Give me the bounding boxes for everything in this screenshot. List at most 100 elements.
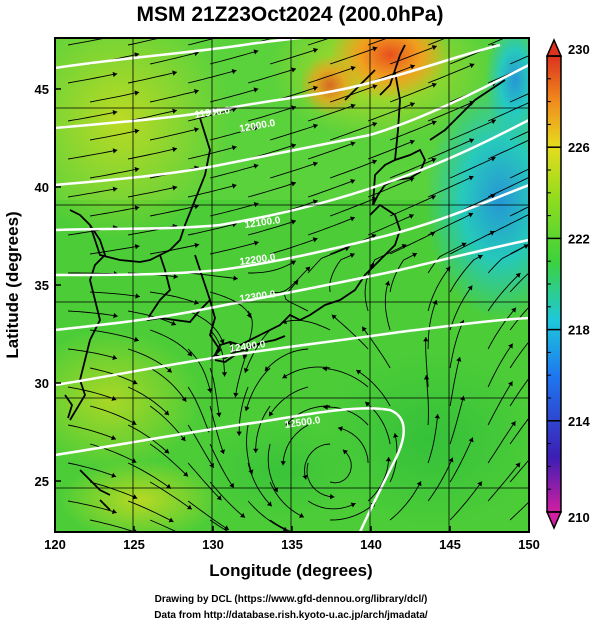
streamline-arrowhead (183, 471, 188, 477)
streamline (89, 443, 137, 463)
streamline (509, 306, 529, 331)
streamline (449, 395, 465, 445)
streamline (307, 246, 350, 274)
streamline (127, 424, 170, 454)
streamline-arrowhead (423, 375, 430, 380)
streamline (209, 126, 259, 141)
streamline-arrowhead (187, 351, 192, 357)
streamline (427, 266, 451, 312)
streamline-arrowhead (244, 406, 250, 411)
streamline (361, 326, 391, 369)
streamline (127, 386, 170, 416)
streamline-arrowhead (313, 85, 318, 91)
streamline (367, 38, 389, 46)
streamline (427, 63, 475, 84)
streamline (267, 443, 278, 493)
streamline (427, 101, 475, 122)
streamline-arrowhead (350, 179, 356, 184)
streamline-arrowhead (508, 381, 513, 387)
streamline-arrowhead (112, 148, 118, 154)
streamline-arrowhead (312, 161, 318, 167)
streamline (150, 205, 200, 217)
streamline (509, 340, 529, 369)
streamline (68, 73, 118, 84)
streamline-arrowhead (372, 46, 378, 52)
streamline (128, 148, 178, 160)
streamline-arrowhead (285, 420, 291, 426)
streamline-arrowhead (356, 370, 362, 375)
streamline-arrowhead (242, 354, 248, 359)
streamline-arrowhead (534, 365, 539, 370)
streamline-arrowhead (468, 175, 474, 181)
streamline-arrowhead (240, 512, 245, 518)
streamline-arrowhead (535, 404, 540, 409)
x-tick-label: 135 (281, 537, 303, 552)
streamline (269, 48, 318, 65)
streamline-arrowhead (134, 128, 140, 134)
streamline (427, 138, 475, 160)
streamline-arrowhead (132, 494, 138, 500)
streamline-arrowhead (172, 70, 177, 76)
streamline-arrowhead (231, 183, 237, 189)
streamline (329, 197, 377, 217)
streamline (389, 158, 437, 179)
streamline-arrowhead (416, 481, 422, 487)
streamline (449, 285, 473, 331)
streamline (68, 38, 108, 46)
streamline (270, 266, 311, 293)
colorbar-tick-label: 210 (568, 510, 590, 525)
streamline (307, 216, 356, 236)
streamline-arrowhead (253, 87, 259, 93)
streamline-arrowhead (134, 205, 140, 211)
streamline-arrowhead (134, 166, 140, 173)
streamline (247, 462, 273, 507)
streamline-arrowhead (231, 69, 237, 75)
streamline-arrowhead (112, 354, 118, 360)
streamline-arrowhead (280, 461, 286, 466)
streamline (247, 106, 297, 122)
streamline-arrowhead (430, 195, 436, 200)
streamline-arrowhead (253, 202, 259, 208)
streamline (509, 377, 529, 407)
streamline (487, 462, 521, 502)
streamline (509, 206, 529, 217)
streamline (509, 459, 529, 483)
streamline-arrowhead (349, 253, 355, 258)
streamline-arrowhead (312, 535, 317, 540)
streamline (90, 291, 140, 298)
credit-data: Data from http://database.rish.kyoto-u.a… (154, 610, 428, 621)
streamline-arrowhead (187, 504, 192, 510)
streamline-arrowhead (269, 411, 274, 417)
streamline (255, 405, 271, 453)
streamline (149, 519, 178, 532)
streamline (128, 310, 177, 326)
streamline-arrowhead (236, 431, 242, 436)
streamline (509, 130, 529, 141)
streamline-arrowhead (467, 285, 473, 291)
streamline (234, 348, 249, 398)
streamline-arrowhead (207, 388, 213, 393)
streamline (209, 443, 235, 489)
height-contours (55, 38, 529, 532)
streamline-arrowhead (299, 512, 304, 518)
streamline-arrowhead (194, 89, 199, 95)
streamline (329, 160, 378, 179)
streamline-arrowhead (166, 483, 171, 489)
streamline-arrowhead (253, 49, 259, 55)
streamline (323, 406, 369, 426)
streamline (487, 343, 514, 388)
streamline-arrowhead (541, 485, 546, 490)
streamline-arrowhead (350, 216, 355, 222)
streamline (509, 92, 529, 103)
streamline (427, 38, 447, 46)
streamline-arrowhead (305, 266, 311, 272)
streamline (188, 272, 238, 280)
streamline-arrowhead (468, 437, 474, 443)
x-axis-label: Longitude (degrees) (209, 561, 372, 580)
streamline-arrowhead (164, 448, 170, 454)
streamline (367, 102, 415, 122)
streamline-arrowhead (132, 379, 138, 385)
x-tick-label: 120 (44, 537, 66, 552)
streamline-arrowhead (342, 449, 348, 455)
streamline (427, 242, 467, 274)
